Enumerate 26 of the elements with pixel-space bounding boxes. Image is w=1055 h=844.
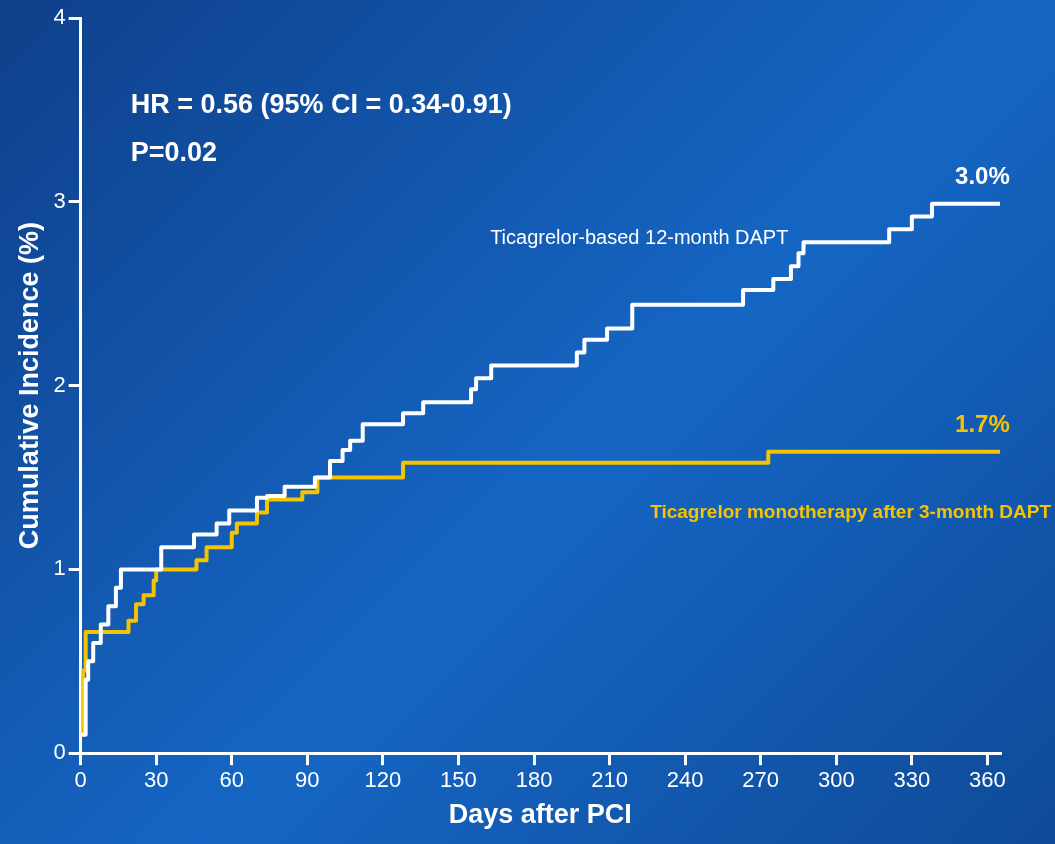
y-tick-label: 4 bbox=[53, 4, 66, 30]
series-label: Ticagrelor-based 12-month DAPT bbox=[490, 226, 789, 249]
y-tick-label: 3 bbox=[53, 187, 66, 213]
x-tick-label: 300 bbox=[817, 767, 855, 793]
x-tick-label: 240 bbox=[666, 767, 704, 793]
annotation: 1.7% bbox=[955, 410, 1010, 438]
x-axis-title: Days after PCI bbox=[448, 799, 632, 830]
x-tick-label: 120 bbox=[364, 767, 402, 793]
x-tick-label: 30 bbox=[143, 767, 169, 793]
x-tick-label: 150 bbox=[440, 767, 477, 793]
y-tick-label: 1 bbox=[53, 555, 66, 581]
annotation: 3.0% bbox=[955, 162, 1010, 190]
x-tick-label: 60 bbox=[219, 767, 245, 793]
annotation: HR = 0.56 (95% CI = 0.34-0.91) bbox=[130, 89, 512, 120]
x-tick-label: 180 bbox=[515, 767, 553, 793]
x-tick-label: 0 bbox=[74, 767, 87, 793]
y-tick-label: 2 bbox=[53, 371, 66, 397]
annotation: P=0.02 bbox=[130, 137, 217, 168]
x-tick-label: 360 bbox=[969, 767, 1006, 793]
x-tick-label: 330 bbox=[893, 767, 931, 793]
x-tick-label: 210 bbox=[591, 767, 628, 793]
series-label: Ticagrelor monotherapy after 3-month DAPT bbox=[650, 500, 1052, 522]
y-tick-label: 0 bbox=[53, 739, 66, 765]
x-tick-label: 90 bbox=[295, 767, 320, 793]
x-tick-label: 270 bbox=[742, 767, 780, 793]
y-axis-title: Cumulative Incidence (%) bbox=[13, 222, 44, 550]
